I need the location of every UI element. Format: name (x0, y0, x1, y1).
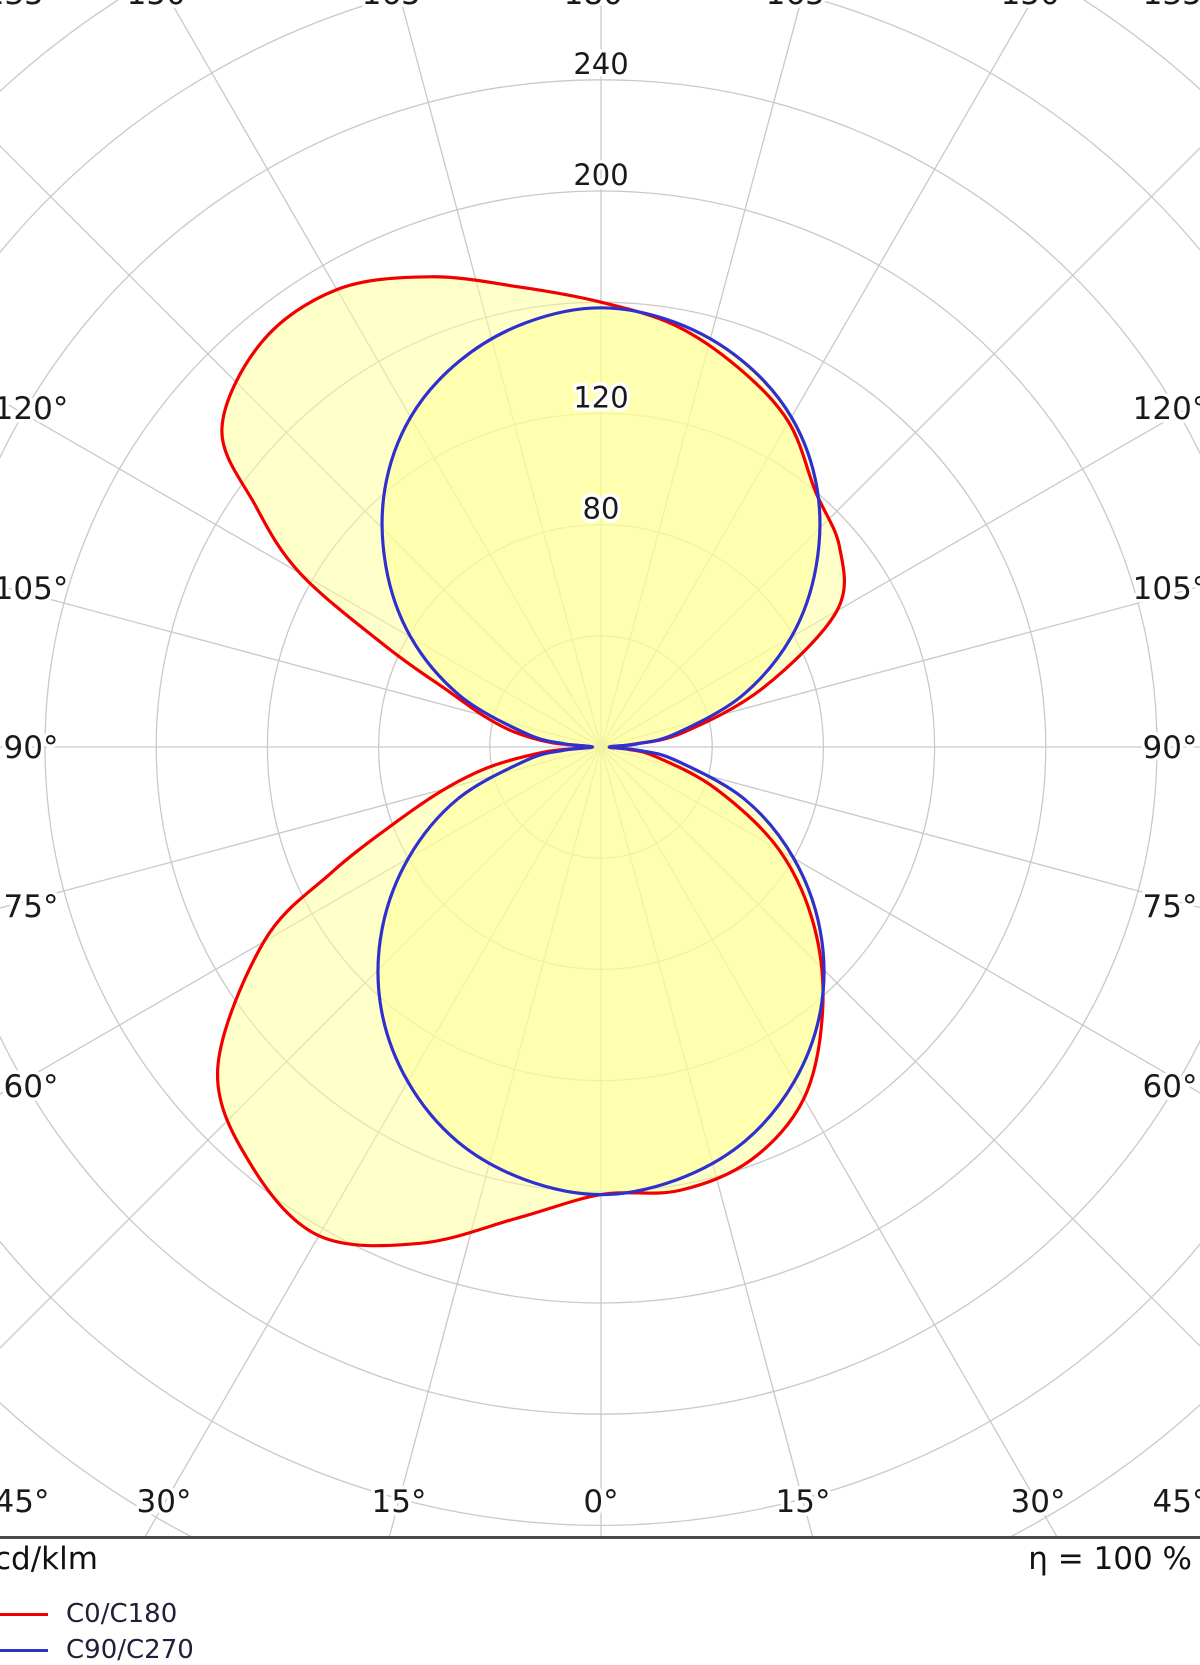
radial-tick-label: 120 (573, 380, 628, 414)
efficiency-label: η = 100 % (1028, 1541, 1192, 1577)
legend-swatch-blue-line (0, 1648, 48, 1652)
angle-label-top: 135° (0, 0, 59, 12)
legend-swatch-red-line (0, 1612, 48, 1616)
angle-label-left: 120° (0, 391, 68, 427)
angle-label-left: 75° (4, 889, 59, 925)
angle-label-left: 90° (4, 730, 59, 766)
angle-label-bottom: 30° (1011, 1484, 1066, 1520)
angle-label-right: 90° (1143, 730, 1198, 766)
angle-label-top: 150° (127, 0, 202, 12)
footer-separator-line (0, 1536, 1200, 1539)
angle-label-bottom: 15° (372, 1484, 427, 1520)
legend-item-c90-c270: C90/C270 (0, 1635, 194, 1665)
radial-tick-label: 240 (573, 47, 628, 81)
series-fill-c90-c270 (378, 307, 824, 1195)
angle-label-left: 105° (0, 571, 68, 607)
angle-label-bottom: 15° (776, 1484, 831, 1520)
radial-tick-label: 80 (583, 492, 620, 526)
axis-labels: 240 200 120 80 45° 30° 15° 0° 15° 30° 45° 135° 150° 1… (0, 0, 1200, 1520)
angle-label-bottom: 0° (583, 1484, 618, 1520)
angle-label-top: 135° (1143, 0, 1200, 12)
chart-footer: cd/klm η = 100 % C0/C180 C90/C270 (0, 1539, 1200, 1665)
radial-tick-label: 200 (573, 158, 628, 192)
angle-label-bottom: 45° (0, 1484, 49, 1520)
angle-label-top: 150° (1001, 0, 1076, 12)
legend-label: C0/C180 (66, 1599, 178, 1629)
angle-label-top: 180° (564, 0, 639, 12)
angle-label-left: 60° (4, 1069, 59, 1105)
angle-label-bottom: 45° (1153, 1484, 1200, 1520)
legend-label: C90/C270 (66, 1635, 194, 1665)
angle-label-right: 120° (1133, 391, 1200, 427)
unit-label: cd/klm (0, 1541, 98, 1577)
angle-label-top: 165° (362, 0, 437, 12)
angle-label-right: 60° (1143, 1069, 1198, 1105)
series-curve-c90-c270 (376, 306, 826, 1197)
angle-label-top: 165° (766, 0, 841, 12)
angle-label-right: 75° (1143, 889, 1198, 925)
series-curve-c0-c180 (215, 275, 847, 1248)
angle-label-right: 105° (1133, 571, 1200, 607)
angle-label-bottom: 30° (137, 1484, 192, 1520)
legend-item-c0-c180: C0/C180 (0, 1599, 177, 1629)
